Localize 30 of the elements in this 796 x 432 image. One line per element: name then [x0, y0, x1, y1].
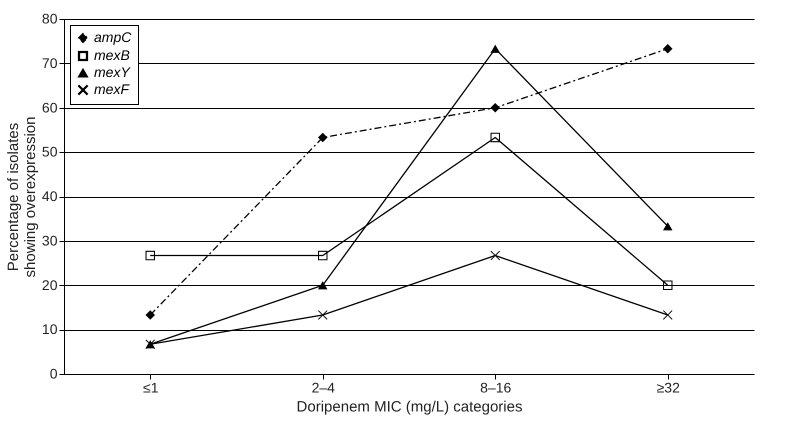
y-tick-label: 40 — [42, 188, 58, 204]
legend-label: ampC — [94, 29, 132, 45]
y-tick-label: 80 — [42, 10, 58, 26]
y-tick-label: 20 — [42, 276, 58, 293]
x-tick-label: 2–4 — [312, 380, 336, 396]
point — [318, 250, 328, 260]
point — [663, 222, 672, 230]
point — [146, 310, 155, 320]
point — [318, 132, 328, 142]
y-axis-title: Percentage of isolates showing overexpression — [4, 116, 39, 278]
point — [490, 103, 500, 112]
point — [490, 132, 500, 142]
legend-label: mexY — [94, 64, 132, 80]
point — [318, 281, 328, 290]
y-tick-label: 70 — [42, 54, 58, 71]
x-axis-title: Doripenem MIC (mg/L) categories — [296, 398, 522, 416]
legend-label: mexB — [94, 47, 130, 63]
point — [146, 250, 155, 260]
y-tick-label: 60 — [42, 99, 58, 116]
y-tick-label: 50 — [42, 144, 58, 160]
x-tick-label: ≤1 — [143, 380, 159, 396]
point — [663, 44, 672, 54]
point — [490, 44, 500, 53]
x-tick-label: 8–16 — [480, 380, 512, 396]
y-tick-label: 0 — [50, 366, 58, 382]
x-tick-label: ≥32 — [656, 380, 680, 396]
y-tick-label: 10 — [42, 321, 58, 338]
y-tick-label: 30 — [42, 232, 58, 248]
legend-label: mexF — [94, 81, 130, 97]
point — [663, 280, 672, 290]
